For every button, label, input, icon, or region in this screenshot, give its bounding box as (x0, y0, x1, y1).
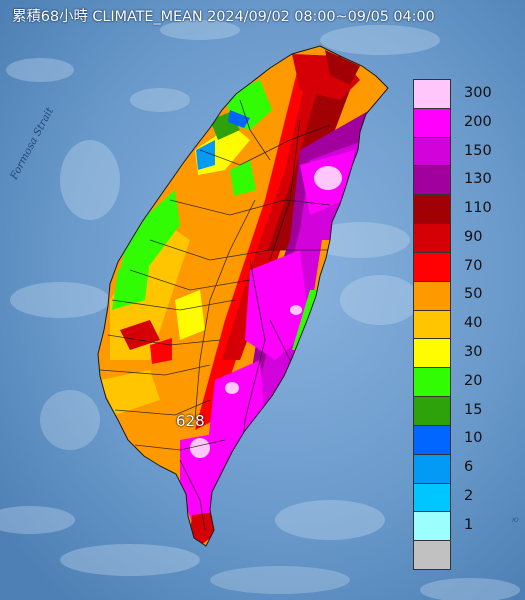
legend-label: 2 (464, 487, 474, 504)
legend-swatch (414, 137, 450, 167)
map-title: 累積68小時 CLIMATE_MEAN 2024/09/02 08:00~09/… (12, 9, 435, 25)
legend-label: 70 (464, 257, 483, 274)
legend-label: 50 (464, 286, 483, 303)
max-rainfall-label: 628 (176, 412, 205, 430)
legend-label: 130 (464, 171, 492, 188)
zone-west-green (120, 190, 180, 270)
legend-swatch (414, 166, 450, 196)
legend-labels: 300 200 150 130 110 90 70 50 40 30 20 15 10 6 2 1 (456, 79, 516, 568)
legend-swatch (414, 512, 450, 542)
zone-west-green-2 (112, 260, 150, 310)
legend-swatch (414, 425, 450, 455)
zone-spot-300-south (190, 438, 210, 458)
zone-nw-blue (196, 140, 215, 170)
legend-color-bar (413, 79, 451, 570)
legend-label: 20 (464, 372, 483, 389)
legend-swatch (414, 310, 450, 340)
cloud-texture (0, 20, 520, 600)
legend-label: 15 (464, 401, 483, 418)
legend-label: 1 (464, 516, 474, 533)
legend-swatch (414, 483, 450, 513)
zone-spot-300-mid (225, 382, 239, 394)
zone-spot-200-1 (290, 305, 302, 315)
legend-label: 110 (464, 200, 492, 217)
legend-label: 300 (464, 85, 492, 102)
cloud-texture-light (40, 88, 410, 594)
legend-swatch (414, 80, 450, 109)
legend-swatch (414, 108, 450, 138)
zone-sw-yellow (100, 370, 160, 415)
zone-spot-300-north (314, 166, 342, 190)
county-boundaries (99, 99, 331, 531)
zone-west-red-spots (120, 320, 160, 350)
zone-east-magenta-2 (245, 250, 310, 360)
legend-label: 40 (464, 315, 483, 332)
legend-label (456, 539, 516, 568)
legend-swatch (414, 397, 450, 426)
zone-south-tip-red (190, 512, 215, 546)
zone-nw-blue-2 (228, 110, 250, 128)
legend-swatch (414, 454, 450, 484)
corner-label: ю (512, 515, 519, 524)
legend-swatch (414, 281, 450, 311)
legend-label: 6 (464, 459, 474, 476)
legend-swatch (414, 339, 450, 369)
legend-swatch (414, 368, 450, 398)
legend-swatch (414, 541, 450, 570)
legend-swatch (414, 252, 450, 282)
zone-west-yellow (110, 220, 190, 360)
zone-center-yellow (175, 290, 205, 340)
legend-label: 200 (464, 113, 492, 130)
legend-label: 150 (464, 142, 492, 159)
legend-swatch (414, 224, 450, 253)
zone-west-lightgreen (230, 160, 256, 196)
legend-label: 10 (464, 430, 483, 447)
legend-swatch (414, 195, 450, 225)
zone-north-maroon (325, 50, 360, 85)
legend-label: 30 (464, 344, 483, 361)
legend-label: 90 (464, 228, 483, 245)
